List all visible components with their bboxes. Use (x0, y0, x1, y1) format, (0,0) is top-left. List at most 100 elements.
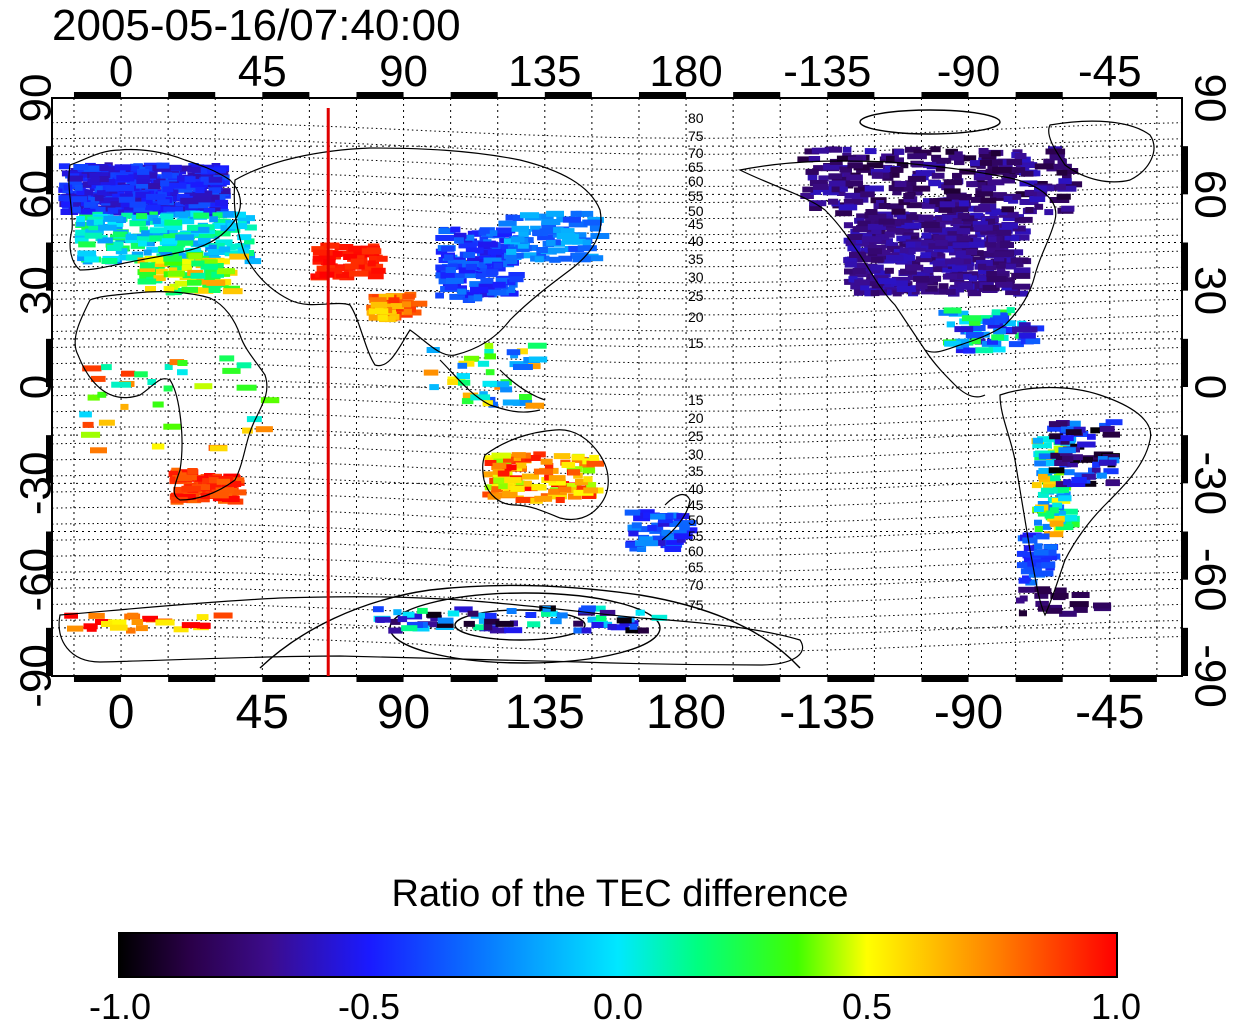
tec-data-cell (890, 166, 904, 173)
tec-data-cell (844, 256, 856, 263)
tec-data-cell (82, 365, 102, 372)
tec-data-cell (183, 184, 195, 191)
tec-data-cell (209, 445, 228, 452)
tec-data-cell (107, 207, 119, 214)
tec-data-cell (136, 178, 150, 184)
tec-data-cell (116, 175, 134, 182)
tec-data-cell (163, 206, 184, 213)
tec-data-cell (495, 261, 515, 268)
tec-data-cell (486, 230, 498, 237)
tec-data-cell (463, 620, 475, 627)
tec-data-cell (658, 517, 673, 524)
tec-data-cell (236, 362, 252, 369)
frame-mark (733, 92, 781, 98)
tec-data-cell (197, 496, 210, 503)
tec-data-cell (184, 192, 205, 199)
tec-data-cell (537, 234, 555, 241)
tec-data-cell (990, 192, 1007, 199)
tec-data-cell (1031, 482, 1042, 489)
tec-data-cell (860, 247, 873, 254)
frame-mark (450, 92, 498, 98)
tec-data-cell (568, 221, 588, 228)
frame-mark (638, 92, 687, 98)
tec-data-cell (567, 469, 580, 476)
tec-data-cell (935, 165, 946, 172)
tec-data-cell (560, 228, 575, 235)
tec-data-cell (877, 278, 897, 285)
tec-data-cell (625, 541, 637, 548)
tec-data-cell (1033, 190, 1048, 197)
tec-data-cell (1044, 531, 1064, 538)
tec-data-cell (190, 272, 206, 279)
antarctica-coast (58, 596, 804, 666)
tec-data-cell (881, 283, 894, 290)
colorbar-tick-label: 1.0 (1090, 986, 1142, 1027)
tec-data-cell (958, 232, 969, 239)
tec-data-cell (959, 318, 970, 325)
tec-data-cell (160, 180, 170, 187)
tec-data-cell (575, 210, 594, 217)
tec-data-cell (483, 257, 502, 264)
tec-data-cell (581, 627, 592, 634)
tec-data-cell (1024, 189, 1037, 196)
tec-data-cell (188, 475, 207, 482)
tec-data-cell (478, 241, 498, 248)
tec-data-cell (1014, 216, 1033, 223)
tec-data-cell (628, 530, 639, 537)
tec-data-cell (844, 261, 857, 268)
tec-data-cell (983, 264, 997, 271)
tec-data-cell (968, 275, 978, 282)
tec-data-cell (944, 340, 961, 347)
tec-data-cell (676, 536, 686, 543)
tec-data-cell (1012, 326, 1032, 333)
tec-data-cell (482, 380, 497, 387)
tec-data-cell (967, 237, 982, 244)
tec-data-cell (1032, 442, 1052, 449)
tec-data-cell (99, 197, 119, 204)
tec-data-cell (454, 606, 473, 613)
tec-data-cell (1035, 600, 1049, 607)
tec-data-cell (144, 214, 159, 221)
tec-data-cell (885, 171, 900, 178)
tec-data-cell (865, 209, 878, 215)
tec-data-cell (1048, 421, 1068, 428)
tec-data-cell (635, 609, 645, 616)
tec-data-cell (164, 364, 173, 370)
tec-data-cell (187, 279, 202, 286)
tec-data-cell (955, 250, 971, 257)
tec-data-cell (965, 332, 984, 338)
tec-data-cell (635, 540, 645, 547)
tec-data-cell (570, 210, 582, 217)
tec-data-cell (1034, 519, 1042, 526)
tec-data-cell (115, 248, 128, 255)
tec-data-cell (206, 279, 226, 286)
tec-data-cell (1019, 199, 1039, 205)
tec-data-cell (976, 259, 993, 266)
tec-data-cell (484, 353, 496, 360)
tec-data-cell (1037, 491, 1049, 498)
tec-data-cell (1066, 481, 1086, 487)
tec-data-cell (1031, 555, 1041, 562)
tec-data-cell (136, 236, 157, 243)
tec-data-cell (986, 270, 997, 277)
tec-data-cell (531, 484, 547, 491)
tec-data-cell (484, 342, 494, 349)
tec-data-cell (1058, 514, 1078, 521)
tec-data-cell (969, 271, 979, 278)
tec-data-cell (589, 454, 599, 461)
tec-data-cell (215, 199, 229, 206)
tec-data-cell (945, 235, 960, 242)
tec-data-cell (1011, 283, 1031, 290)
tec-data-cell (446, 277, 464, 284)
tec-data-cell (952, 242, 970, 249)
tec-data-cell (200, 259, 218, 266)
tec-data-cell (131, 619, 144, 625)
tec-data-cell (318, 254, 334, 261)
tec-data-cell (502, 287, 516, 293)
tec-data-cell (176, 193, 190, 200)
tec-data-cell (1014, 167, 1026, 174)
tec-data-cell (589, 225, 602, 232)
tec-data-cell (479, 249, 491, 256)
tec-data-cell (371, 267, 386, 274)
tec-data-cell (963, 347, 976, 354)
